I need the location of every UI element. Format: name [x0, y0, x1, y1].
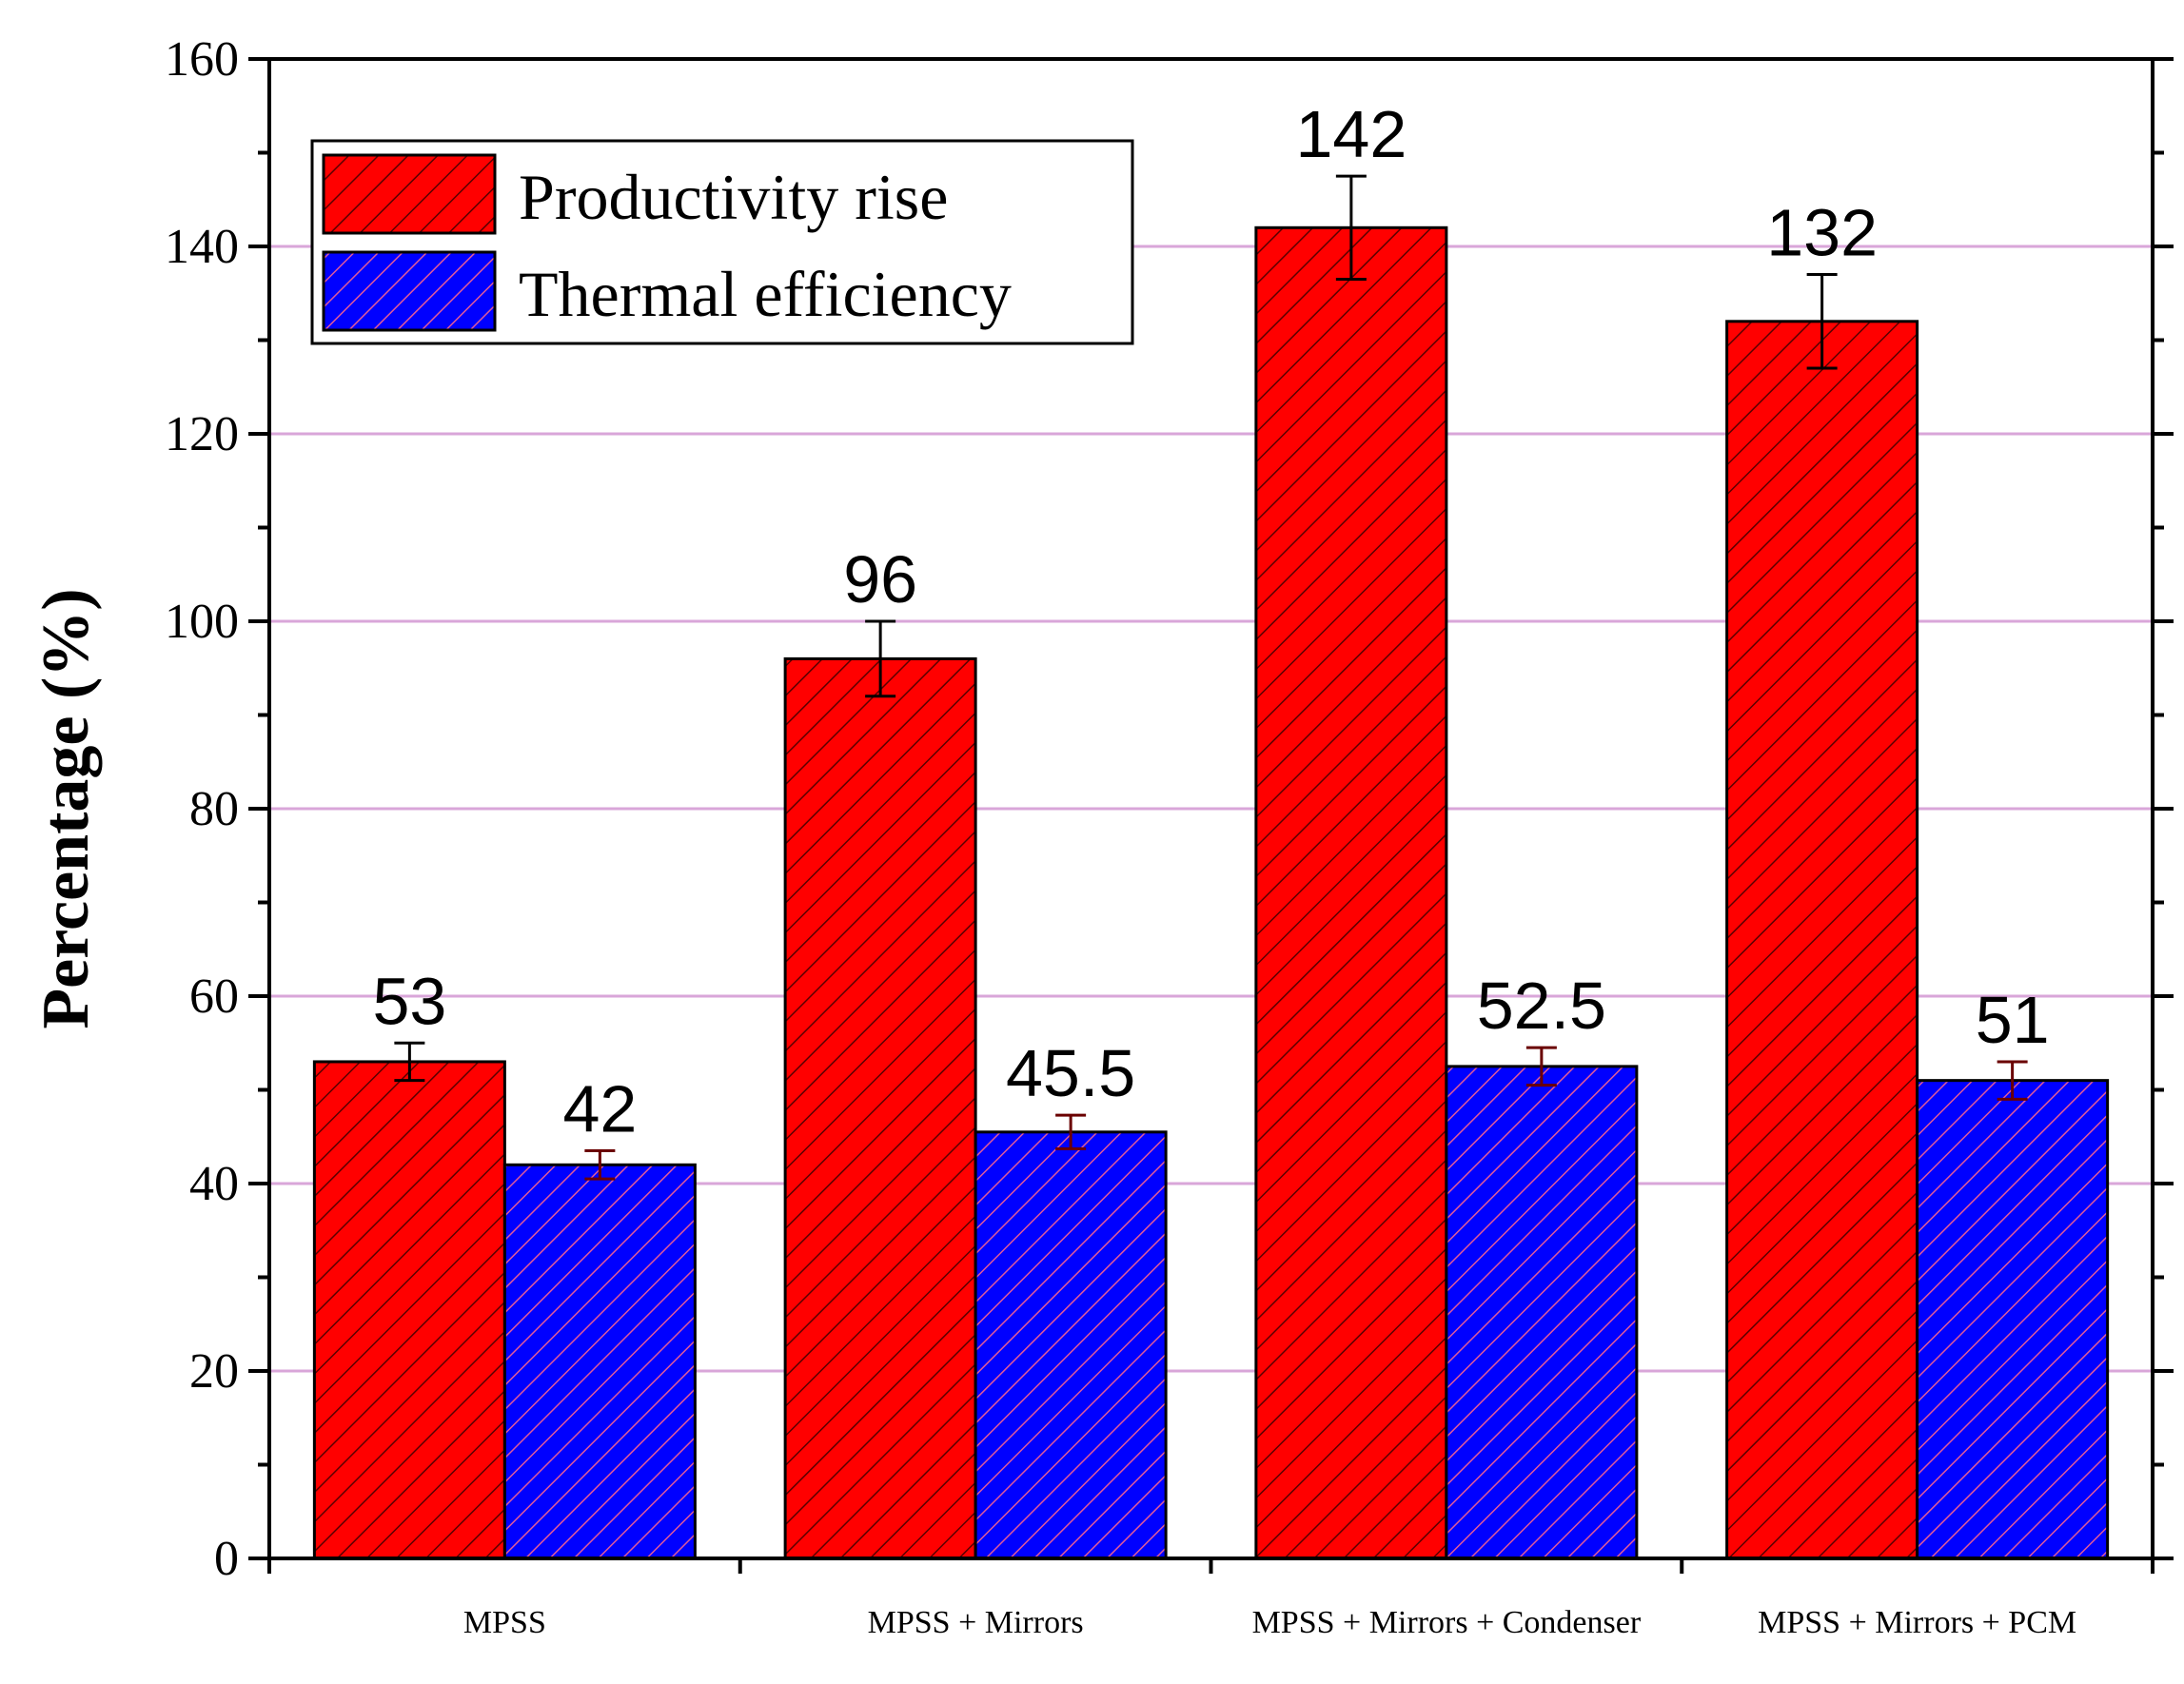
legend-swatch-thermal: [322, 250, 497, 332]
y-tick-label-40: 40: [189, 1157, 239, 1211]
legend: Productivity rise Thermal efficiency: [310, 139, 1134, 345]
y-tick-label-120: 120: [165, 407, 239, 461]
legend-swatch-productivity: [322, 153, 497, 235]
data-label-0-2: 142: [1295, 97, 1407, 171]
bar-productivity-3: [1725, 320, 1919, 1560]
bar-thermal-1: [974, 1130, 1168, 1560]
y-axis-label: Percentage (%): [30, 588, 103, 1028]
axes: [248, 57, 2174, 1574]
legend-label-productivity: Productivity rise: [519, 161, 948, 233]
y-tick-label-0: 0: [214, 1532, 239, 1586]
data-label-0-3: 132: [1766, 196, 1878, 270]
data-label-1-0: 42: [562, 1072, 637, 1146]
y-tick-label-60: 60: [189, 969, 239, 1024]
data-label-1-3: 51: [1976, 983, 2050, 1057]
bars: [312, 174, 2110, 1560]
bar-productivity-1: [783, 656, 977, 1560]
bar-thermal-0: [502, 1163, 697, 1560]
data-label-0-1: 96: [843, 542, 917, 617]
bar-thermal-2: [1445, 1065, 1639, 1560]
x-category-label-3: MPSS + Mirrors + PCM: [1758, 1605, 2076, 1640]
data-labels: 53 42 96 45.5 142 52.5 132 51: [372, 97, 2049, 1146]
y-tick-label-100: 100: [165, 595, 239, 649]
legend-label-thermal: Thermal efficiency: [519, 258, 1012, 330]
x-category-label-2: MPSS + Mirrors + Condenser: [1252, 1605, 1642, 1640]
x-category-labels: MPSS MPSS + Mirrors MPSS + Mirrors + Conde…: [463, 1605, 2076, 1640]
y-tick-label-140: 140: [165, 220, 239, 274]
y-tick-label-160: 160: [165, 32, 239, 87]
y-tick-label-20: 20: [189, 1344, 239, 1399]
data-label-1-1: 45.5: [1006, 1036, 1135, 1110]
data-label-0-0: 53: [372, 964, 446, 1038]
x-category-label-0: MPSS: [463, 1605, 546, 1640]
bar-productivity-2: [1254, 225, 1448, 1560]
y-tick-label-80: 80: [189, 782, 239, 836]
bar-thermal-3: [1916, 1079, 2110, 1560]
y-tick-labels: 0 20 40 60 80 100 120 140 160: [165, 32, 239, 1586]
data-label-1-2: 52.5: [1477, 969, 1606, 1043]
bar-productivity-0: [312, 1060, 506, 1560]
x-category-label-1: MPSS + Mirrors: [868, 1605, 1084, 1640]
